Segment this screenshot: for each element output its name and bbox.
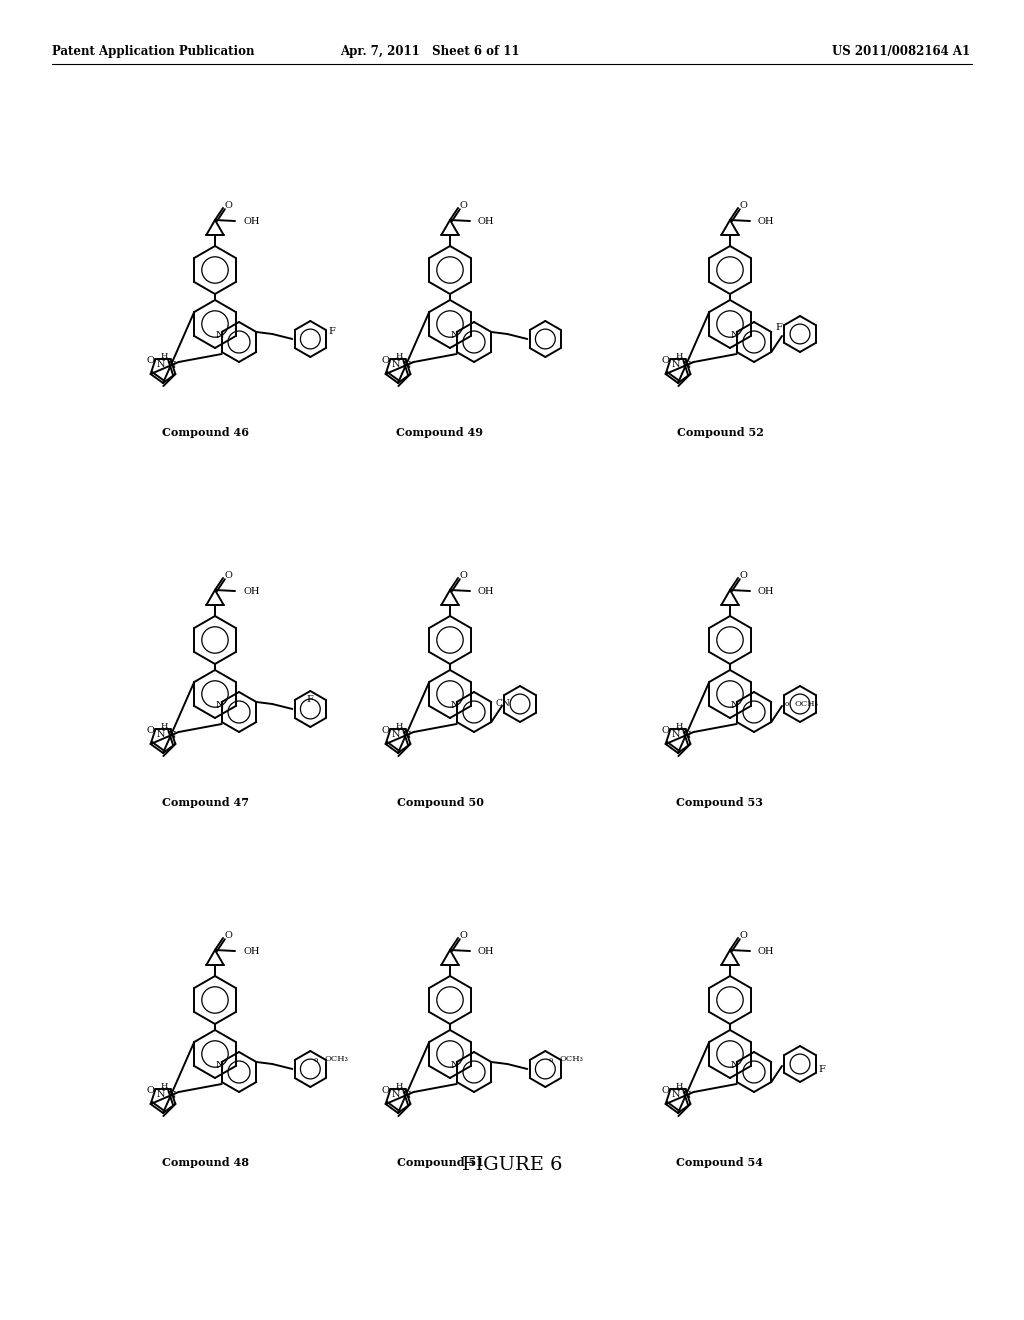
- Text: OH: OH: [758, 216, 774, 226]
- Text: Compound 47: Compound 47: [162, 797, 249, 808]
- Text: N: N: [451, 1061, 459, 1071]
- Text: O: O: [459, 202, 467, 210]
- Text: O: O: [459, 572, 467, 581]
- Text: N: N: [451, 331, 459, 341]
- Text: OCH₃: OCH₃: [559, 1055, 584, 1063]
- Text: Compound 52: Compound 52: [677, 428, 764, 438]
- Text: O: O: [381, 726, 389, 735]
- Text: N: N: [451, 701, 459, 710]
- Text: N: N: [730, 1061, 739, 1071]
- Text: H: H: [396, 722, 403, 730]
- Text: Compound 46: Compound 46: [162, 428, 249, 438]
- Text: o: o: [313, 1056, 317, 1064]
- Text: O: O: [146, 1086, 155, 1096]
- Text: O: O: [224, 572, 232, 581]
- Text: F: F: [775, 322, 782, 331]
- Text: N: N: [402, 1092, 411, 1100]
- Text: N: N: [215, 701, 224, 710]
- Text: N: N: [672, 730, 680, 738]
- Text: H: H: [676, 352, 683, 360]
- Text: O: O: [662, 356, 670, 366]
- Text: H: H: [161, 352, 168, 360]
- Text: N: N: [215, 331, 224, 341]
- Text: O: O: [662, 1086, 670, 1096]
- Text: H: H: [161, 1082, 168, 1090]
- Text: N: N: [672, 359, 680, 368]
- Text: H: H: [161, 722, 168, 730]
- Text: N: N: [391, 1089, 400, 1098]
- Text: N: N: [730, 331, 739, 341]
- Text: OCH₃: OCH₃: [795, 700, 818, 708]
- Text: Compound 50: Compound 50: [396, 797, 483, 808]
- Text: Apr. 7, 2011   Sheet 6 of 11: Apr. 7, 2011 Sheet 6 of 11: [340, 45, 520, 58]
- Text: N: N: [730, 701, 739, 710]
- Text: F: F: [307, 696, 313, 705]
- Text: N: N: [682, 1092, 691, 1100]
- Text: Patent Application Publication: Patent Application Publication: [52, 45, 255, 58]
- Text: O: O: [224, 202, 232, 210]
- Text: OH: OH: [243, 586, 259, 595]
- Text: OH: OH: [758, 586, 774, 595]
- Text: OH: OH: [478, 216, 495, 226]
- Text: O: O: [739, 572, 746, 581]
- Text: O: O: [381, 356, 389, 366]
- Text: N: N: [682, 360, 691, 370]
- Text: Compound 54: Compound 54: [677, 1158, 764, 1168]
- Text: F: F: [329, 327, 335, 337]
- Text: OH: OH: [243, 946, 259, 956]
- Text: OH: OH: [478, 586, 495, 595]
- Text: F: F: [818, 1064, 825, 1073]
- Text: H: H: [396, 352, 403, 360]
- Text: N: N: [402, 360, 411, 370]
- Text: N: N: [391, 730, 400, 738]
- Text: N: N: [215, 1061, 224, 1071]
- Text: Compound 51: Compound 51: [396, 1158, 483, 1168]
- Text: N: N: [167, 360, 176, 370]
- Text: OCH₃: OCH₃: [325, 1055, 348, 1063]
- Text: N: N: [167, 731, 176, 741]
- Text: Compound 49: Compound 49: [396, 428, 483, 438]
- Text: O: O: [381, 1086, 389, 1096]
- Text: O: O: [739, 202, 746, 210]
- Text: N: N: [682, 731, 691, 741]
- Text: O: O: [459, 932, 467, 940]
- Text: o: o: [548, 1056, 552, 1064]
- Text: OH: OH: [478, 946, 495, 956]
- Text: OH: OH: [758, 946, 774, 956]
- Text: CN: CN: [495, 700, 510, 709]
- Text: H: H: [676, 1082, 683, 1090]
- Text: US 2011/0082164 A1: US 2011/0082164 A1: [831, 45, 970, 58]
- Text: N: N: [402, 731, 411, 741]
- Text: H: H: [396, 1082, 403, 1090]
- Text: N: N: [672, 1089, 680, 1098]
- Text: N: N: [167, 1092, 176, 1100]
- Text: N: N: [157, 359, 165, 368]
- Text: FIGURE 6: FIGURE 6: [462, 1156, 562, 1173]
- Text: Compound 53: Compound 53: [677, 797, 764, 808]
- Text: Compound 48: Compound 48: [162, 1158, 249, 1168]
- Text: N: N: [157, 1089, 165, 1098]
- Text: OH: OH: [243, 216, 259, 226]
- Text: O: O: [224, 932, 232, 940]
- Text: O: O: [146, 356, 155, 366]
- Text: o: o: [784, 700, 788, 708]
- Text: O: O: [146, 726, 155, 735]
- Text: O: O: [739, 932, 746, 940]
- Text: N: N: [391, 359, 400, 368]
- Text: H: H: [676, 722, 683, 730]
- Text: O: O: [662, 726, 670, 735]
- Text: N: N: [157, 730, 165, 738]
